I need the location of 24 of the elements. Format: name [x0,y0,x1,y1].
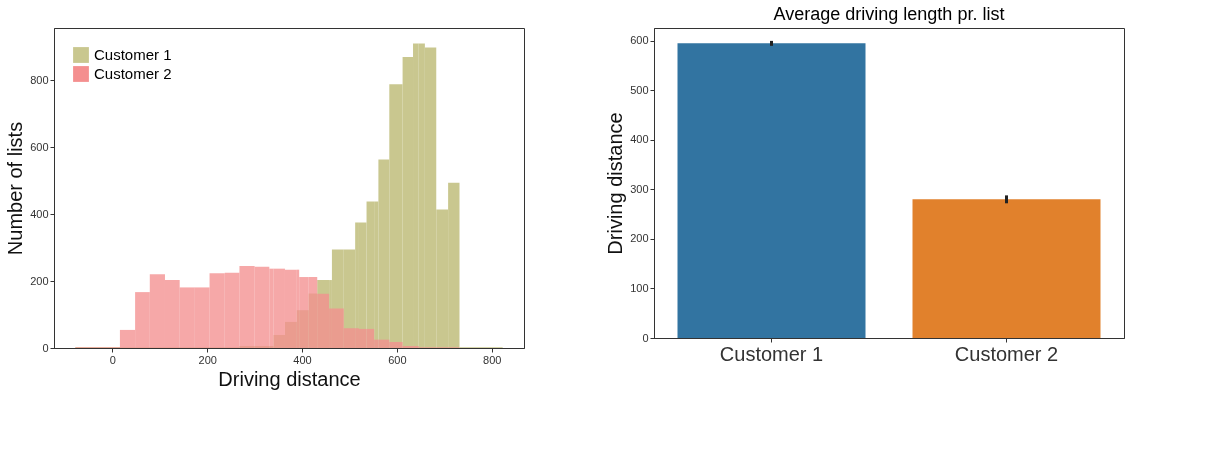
x-tick-label: 400 [293,353,312,366]
y-tick-label: 600 [30,140,49,153]
y-tick-label: 600 [630,34,649,47]
y-tick-label: 200 [30,274,49,287]
y-tick-label: 200 [630,232,649,245]
x-tick-label: 0 [109,353,116,366]
x-tick-label: 800 [483,353,502,366]
legend-label: Customer 2 [94,65,172,82]
y-tick-label: 400 [30,207,49,220]
x-tick-label: Customer 1 [719,342,824,365]
legend-label: Customer 1 [94,46,172,63]
x-axis-title: Driving distance [218,367,361,390]
y-axis-title: Driving distance [604,112,627,255]
y-tick-label: 300 [630,182,649,195]
chart-title: Average driving length pr. list [773,4,1005,24]
x-tick-label: Customer 2 [954,342,1059,365]
x-tick-label: 200 [198,353,217,366]
x-tick-label: 600 [388,353,407,366]
y-tick-label: 100 [630,281,649,294]
y-tick-label: 0 [642,331,649,344]
y-tick-label: 800 [30,73,49,86]
y-tick-label: 400 [630,133,649,146]
y-axis-title: Number of lists [4,121,27,256]
y-tick-label: 500 [630,83,649,96]
